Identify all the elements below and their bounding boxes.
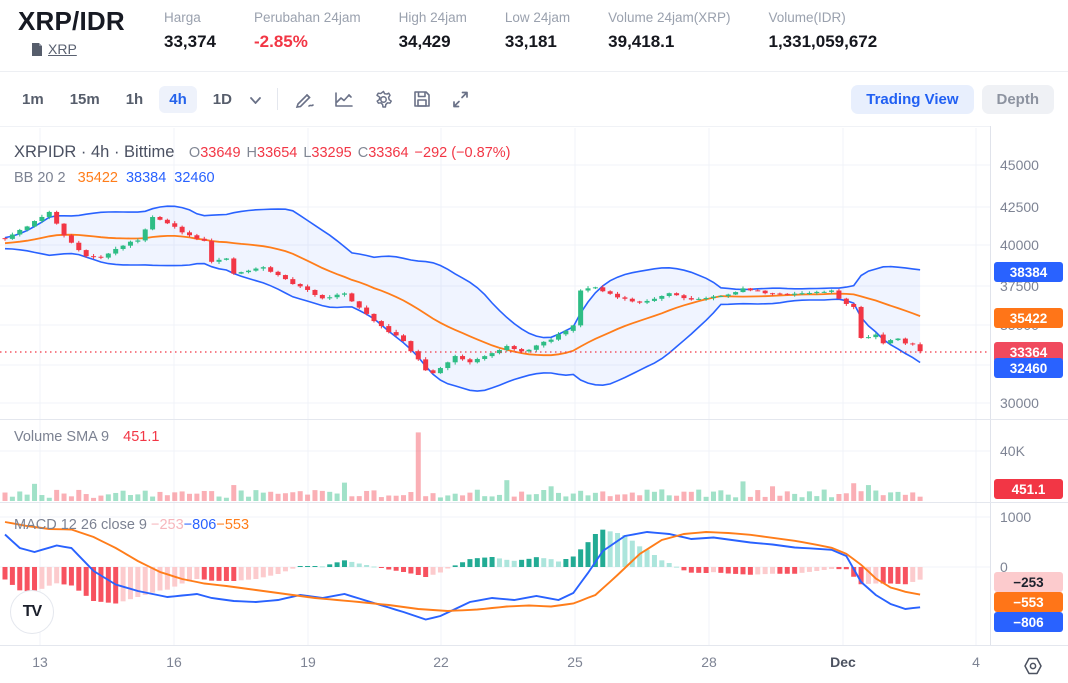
price-badge: 35422 bbox=[994, 308, 1063, 328]
depth-tab[interactable]: Depth bbox=[981, 84, 1054, 114]
price-chart-canvas[interactable] bbox=[0, 126, 990, 683]
stat-value: 39,418.1 bbox=[608, 32, 675, 51]
time-label: 19 bbox=[300, 654, 316, 670]
stat-harga: Harga 33,374 bbox=[164, 10, 216, 52]
price-badge: −806 bbox=[994, 612, 1063, 632]
price-badge: 451.1 bbox=[994, 479, 1063, 499]
coin-doc-icon bbox=[30, 42, 43, 57]
stat-label: Volume(IDR) bbox=[768, 10, 846, 25]
axis-tick: 37500 bbox=[1000, 278, 1039, 294]
chart-area[interactable]: XRPIDR · 4h · Bittime O33649 H33654 L33295… bbox=[0, 126, 1068, 683]
stat-value: 33,374 bbox=[164, 32, 216, 51]
stat-label: Harga bbox=[164, 10, 201, 25]
market-header: XRP/IDR XRP Harga 33,374 Perubahan 24jam … bbox=[0, 0, 1068, 71]
interval-1d[interactable]: 1D bbox=[203, 86, 242, 113]
stat-value: 33,181 bbox=[504, 32, 557, 51]
interval-4h[interactable]: 4h bbox=[159, 85, 197, 113]
price-axis[interactable]: 4500042500400003750035000325003000038384… bbox=[990, 126, 1068, 683]
interval-1m[interactable]: 1m bbox=[12, 86, 54, 113]
save-icon[interactable] bbox=[410, 87, 434, 111]
axis-settings-icon[interactable] bbox=[1018, 651, 1048, 683]
price-badge: −253 bbox=[994, 572, 1063, 592]
pair-title: XRP/IDR bbox=[18, 6, 125, 36]
chart-toolbar: 1m 15m 1h 4h 1D Trading View Depth bbox=[0, 71, 1068, 127]
tradingview-logo[interactable]: TV bbox=[10, 590, 54, 634]
stat-label: Perubahan 24jam bbox=[254, 10, 361, 25]
toolbar-divider bbox=[276, 88, 278, 110]
axis-tick: 0 bbox=[1000, 559, 1008, 575]
interval-1h[interactable]: 1h bbox=[116, 86, 154, 113]
time-axis[interactable]: 13 16 19 22 25 28 Dec 4 bbox=[0, 645, 1068, 683]
interval-group: 1m 15m 1h 4h 1D bbox=[12, 85, 242, 113]
indicator-icon[interactable] bbox=[331, 87, 357, 112]
axis-tick: 40000 bbox=[1000, 237, 1039, 253]
interval-15m[interactable]: 15m bbox=[60, 86, 110, 113]
stat-volume-24jam-xrp-: Volume 24jam(XRP) 39,418.1 bbox=[608, 10, 730, 52]
time-label: 28 bbox=[701, 654, 717, 670]
stat-label: High 24jam bbox=[398, 10, 467, 25]
axis-tick: 30000 bbox=[1000, 395, 1039, 411]
price-badge: −553 bbox=[994, 592, 1063, 612]
stat-low-24jam: Low 24jam 33,181 bbox=[505, 10, 570, 52]
axis-tick: 45000 bbox=[1000, 157, 1039, 173]
price-badge: 33364 bbox=[994, 342, 1063, 362]
fullscreen-icon[interactable] bbox=[448, 87, 473, 112]
time-label: Dec bbox=[830, 654, 856, 670]
stat-label: Low 24jam bbox=[504, 10, 571, 25]
time-label: 16 bbox=[166, 654, 182, 670]
stat-perubahan-24jam: Perubahan 24jam -2.85% bbox=[254, 10, 361, 52]
price-badge: 38384 bbox=[994, 262, 1063, 282]
trading-view-tab[interactable]: Trading View bbox=[851, 84, 974, 114]
time-label: 25 bbox=[567, 654, 583, 670]
axis-tick: 40K bbox=[1000, 443, 1025, 459]
stat-value: 1,331,059,672 bbox=[768, 32, 878, 51]
price-badge: 32460 bbox=[994, 358, 1063, 378]
coin-link[interactable]: XRP bbox=[48, 41, 77, 57]
axis-tick: 1000 bbox=[1000, 509, 1032, 525]
market-stats: Harga 33,374 Perubahan 24jam -2.85% High 2… bbox=[164, 10, 877, 52]
stat-label: Volume 24jam(XRP) bbox=[608, 10, 731, 25]
stat-volume-idr-: Volume(IDR) 1,331,059,672 bbox=[768, 10, 877, 52]
axis-tick: 42500 bbox=[1000, 199, 1039, 215]
time-label: 4 bbox=[972, 654, 980, 670]
time-label: 13 bbox=[32, 654, 48, 670]
pane-separator[interactable] bbox=[0, 502, 1068, 503]
interval-dropdown-button[interactable] bbox=[244, 90, 267, 109]
time-label: 22 bbox=[433, 654, 449, 670]
time-axis-border bbox=[0, 645, 1068, 646]
pane-separator[interactable] bbox=[0, 419, 1068, 420]
settings-icon[interactable] bbox=[371, 87, 396, 112]
stat-value: 34,429 bbox=[398, 32, 451, 51]
stat-value: -2.85% bbox=[254, 32, 308, 51]
stat-high-24jam: High 24jam 34,429 bbox=[399, 10, 467, 52]
pair-block: XRP/IDR XRP bbox=[18, 6, 136, 57]
draw-icon[interactable] bbox=[292, 87, 317, 112]
